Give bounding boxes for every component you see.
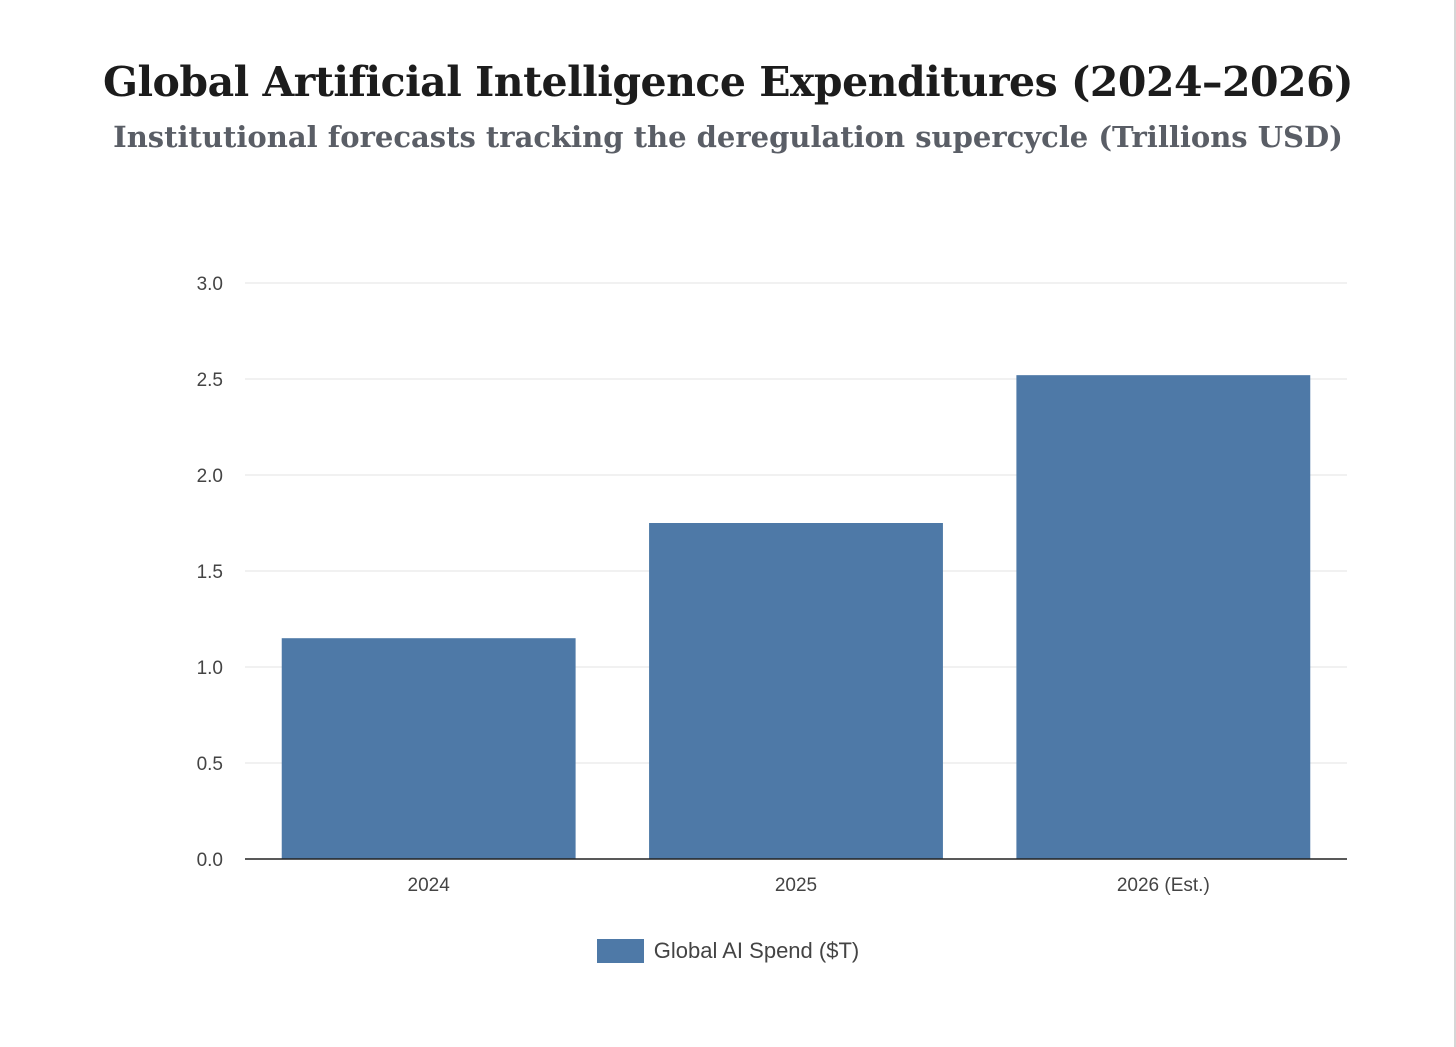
y-axis-ticks: 0.0 0.5 1.0 1.5 2.0 2.5 3.0 [197, 274, 223, 871]
window-edge [1454, 0, 1456, 1047]
chart-subtitle: Institutional forecasts tracking the der… [113, 120, 1343, 154]
bar [281, 638, 576, 859]
y-tick-label: 2.5 [197, 370, 223, 391]
x-tick-label: 2026 (Est.) [1117, 875, 1210, 896]
x-tick-label: 2025 [775, 875, 817, 896]
legend-swatch [596, 939, 644, 963]
legend: Global AI Spend ($T) [0, 938, 1456, 964]
x-axis-ticks: 2024 2025 2026 (Est.) [408, 875, 1210, 896]
y-tick-label: 1.5 [197, 562, 223, 583]
y-tick-label: 1.0 [197, 658, 223, 679]
legend-label: Global AI Spend ($T) [653, 938, 860, 963]
bar [1016, 375, 1311, 859]
bar [649, 523, 943, 859]
y-tick-label: 3.0 [197, 274, 223, 295]
y-tick-label: 0.0 [197, 850, 223, 871]
y-tick-label: 0.5 [197, 754, 223, 775]
bars [281, 375, 1311, 859]
chart-title: Global Artificial Intelligence Expenditu… [102, 58, 1354, 106]
y-tick-label: 2.0 [197, 466, 223, 487]
x-tick-label: 2024 [408, 875, 451, 896]
